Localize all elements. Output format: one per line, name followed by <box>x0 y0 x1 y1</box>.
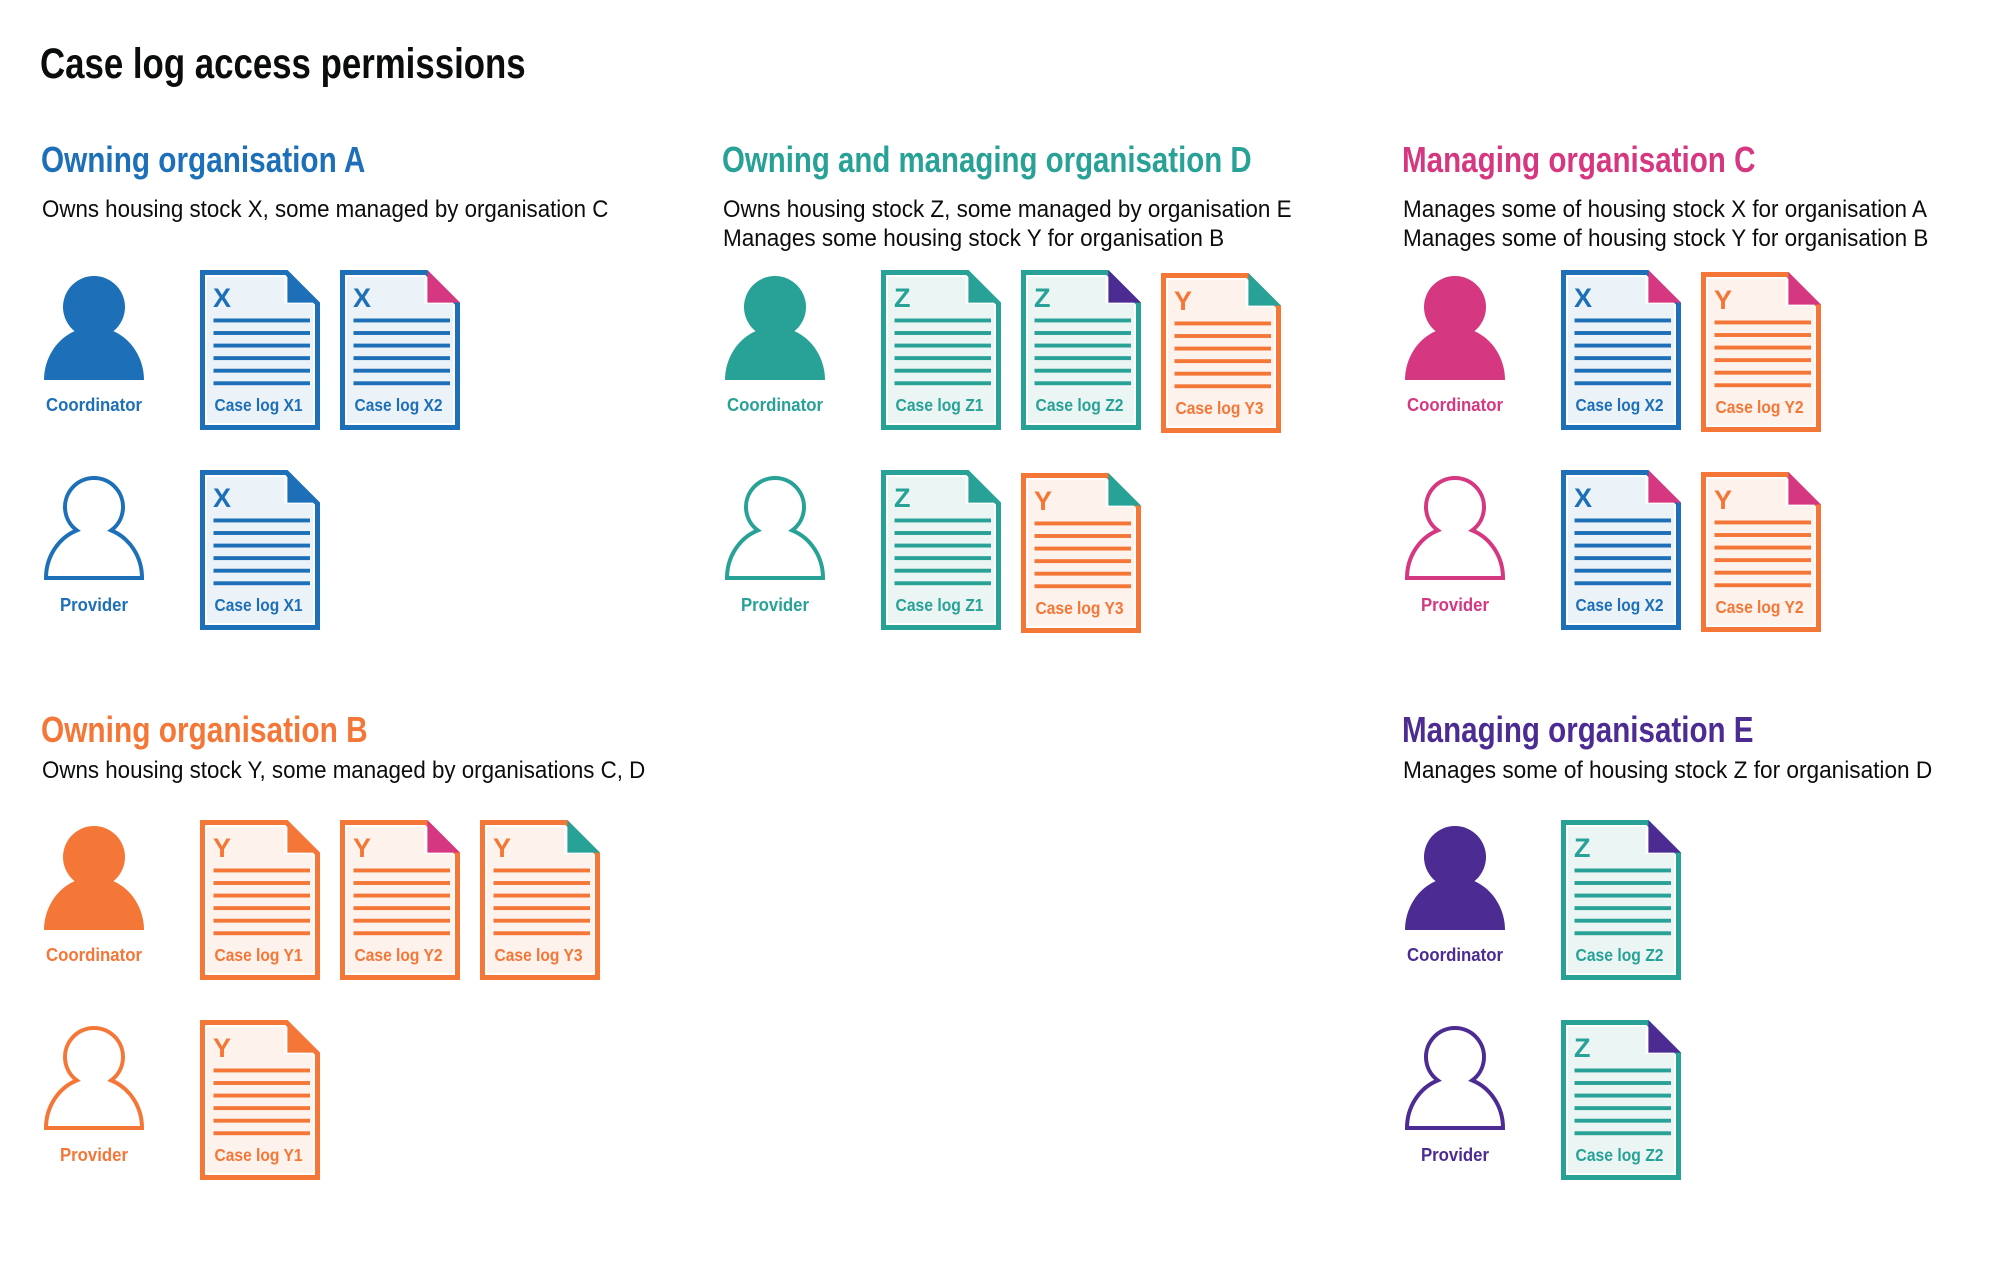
svg-text:Y: Y <box>1034 486 1052 516</box>
svg-text:Case log Z2: Case log Z2 <box>1036 395 1124 415</box>
svg-text:Case log X1: Case log X1 <box>215 395 303 415</box>
svg-text:Z: Z <box>1034 283 1051 313</box>
svg-text:Y: Y <box>493 833 511 863</box>
svg-text:Case log Y3: Case log Y3 <box>1036 598 1124 618</box>
svg-text:X: X <box>1574 483 1592 513</box>
svg-text:Case log Y3: Case log Y3 <box>495 945 583 965</box>
svg-text:Case log Y1: Case log Y1 <box>215 945 303 965</box>
svg-text:Case log Z2: Case log Z2 <box>1576 1145 1664 1165</box>
svg-text:Z: Z <box>1574 1033 1591 1063</box>
svg-text:Case log Z2: Case log Z2 <box>1576 945 1664 965</box>
svg-text:Case log X2: Case log X2 <box>1576 595 1664 615</box>
svg-text:Case log X1: Case log X1 <box>215 595 303 615</box>
svg-text:Y: Y <box>1714 285 1732 315</box>
svg-text:Y: Y <box>213 833 231 863</box>
svg-text:Case log Y2: Case log Y2 <box>355 945 443 965</box>
svg-text:Case log Y1: Case log Y1 <box>215 1145 303 1165</box>
svg-text:Case log Y2: Case log Y2 <box>1716 397 1804 417</box>
svg-text:X: X <box>353 283 371 313</box>
svg-text:Y: Y <box>1714 485 1732 515</box>
svg-text:X: X <box>1574 283 1592 313</box>
svg-text:Z: Z <box>894 283 911 313</box>
svg-text:Case log Z1: Case log Z1 <box>896 595 984 615</box>
svg-text:Case log X2: Case log X2 <box>1576 395 1664 415</box>
svg-text:X: X <box>213 483 231 513</box>
svg-text:Y: Y <box>353 833 371 863</box>
svg-text:Case log Y2: Case log Y2 <box>1716 597 1804 617</box>
svg-text:Case log Y3: Case log Y3 <box>1176 398 1264 418</box>
svg-text:Y: Y <box>213 1033 231 1063</box>
svg-text:Case log X2: Case log X2 <box>355 395 443 415</box>
svg-text:Z: Z <box>1574 833 1591 863</box>
svg-text:Y: Y <box>1174 286 1192 316</box>
svg-text:X: X <box>213 283 231 313</box>
svg-text:Z: Z <box>894 483 911 513</box>
svg-text:Case log Z1: Case log Z1 <box>896 395 984 415</box>
